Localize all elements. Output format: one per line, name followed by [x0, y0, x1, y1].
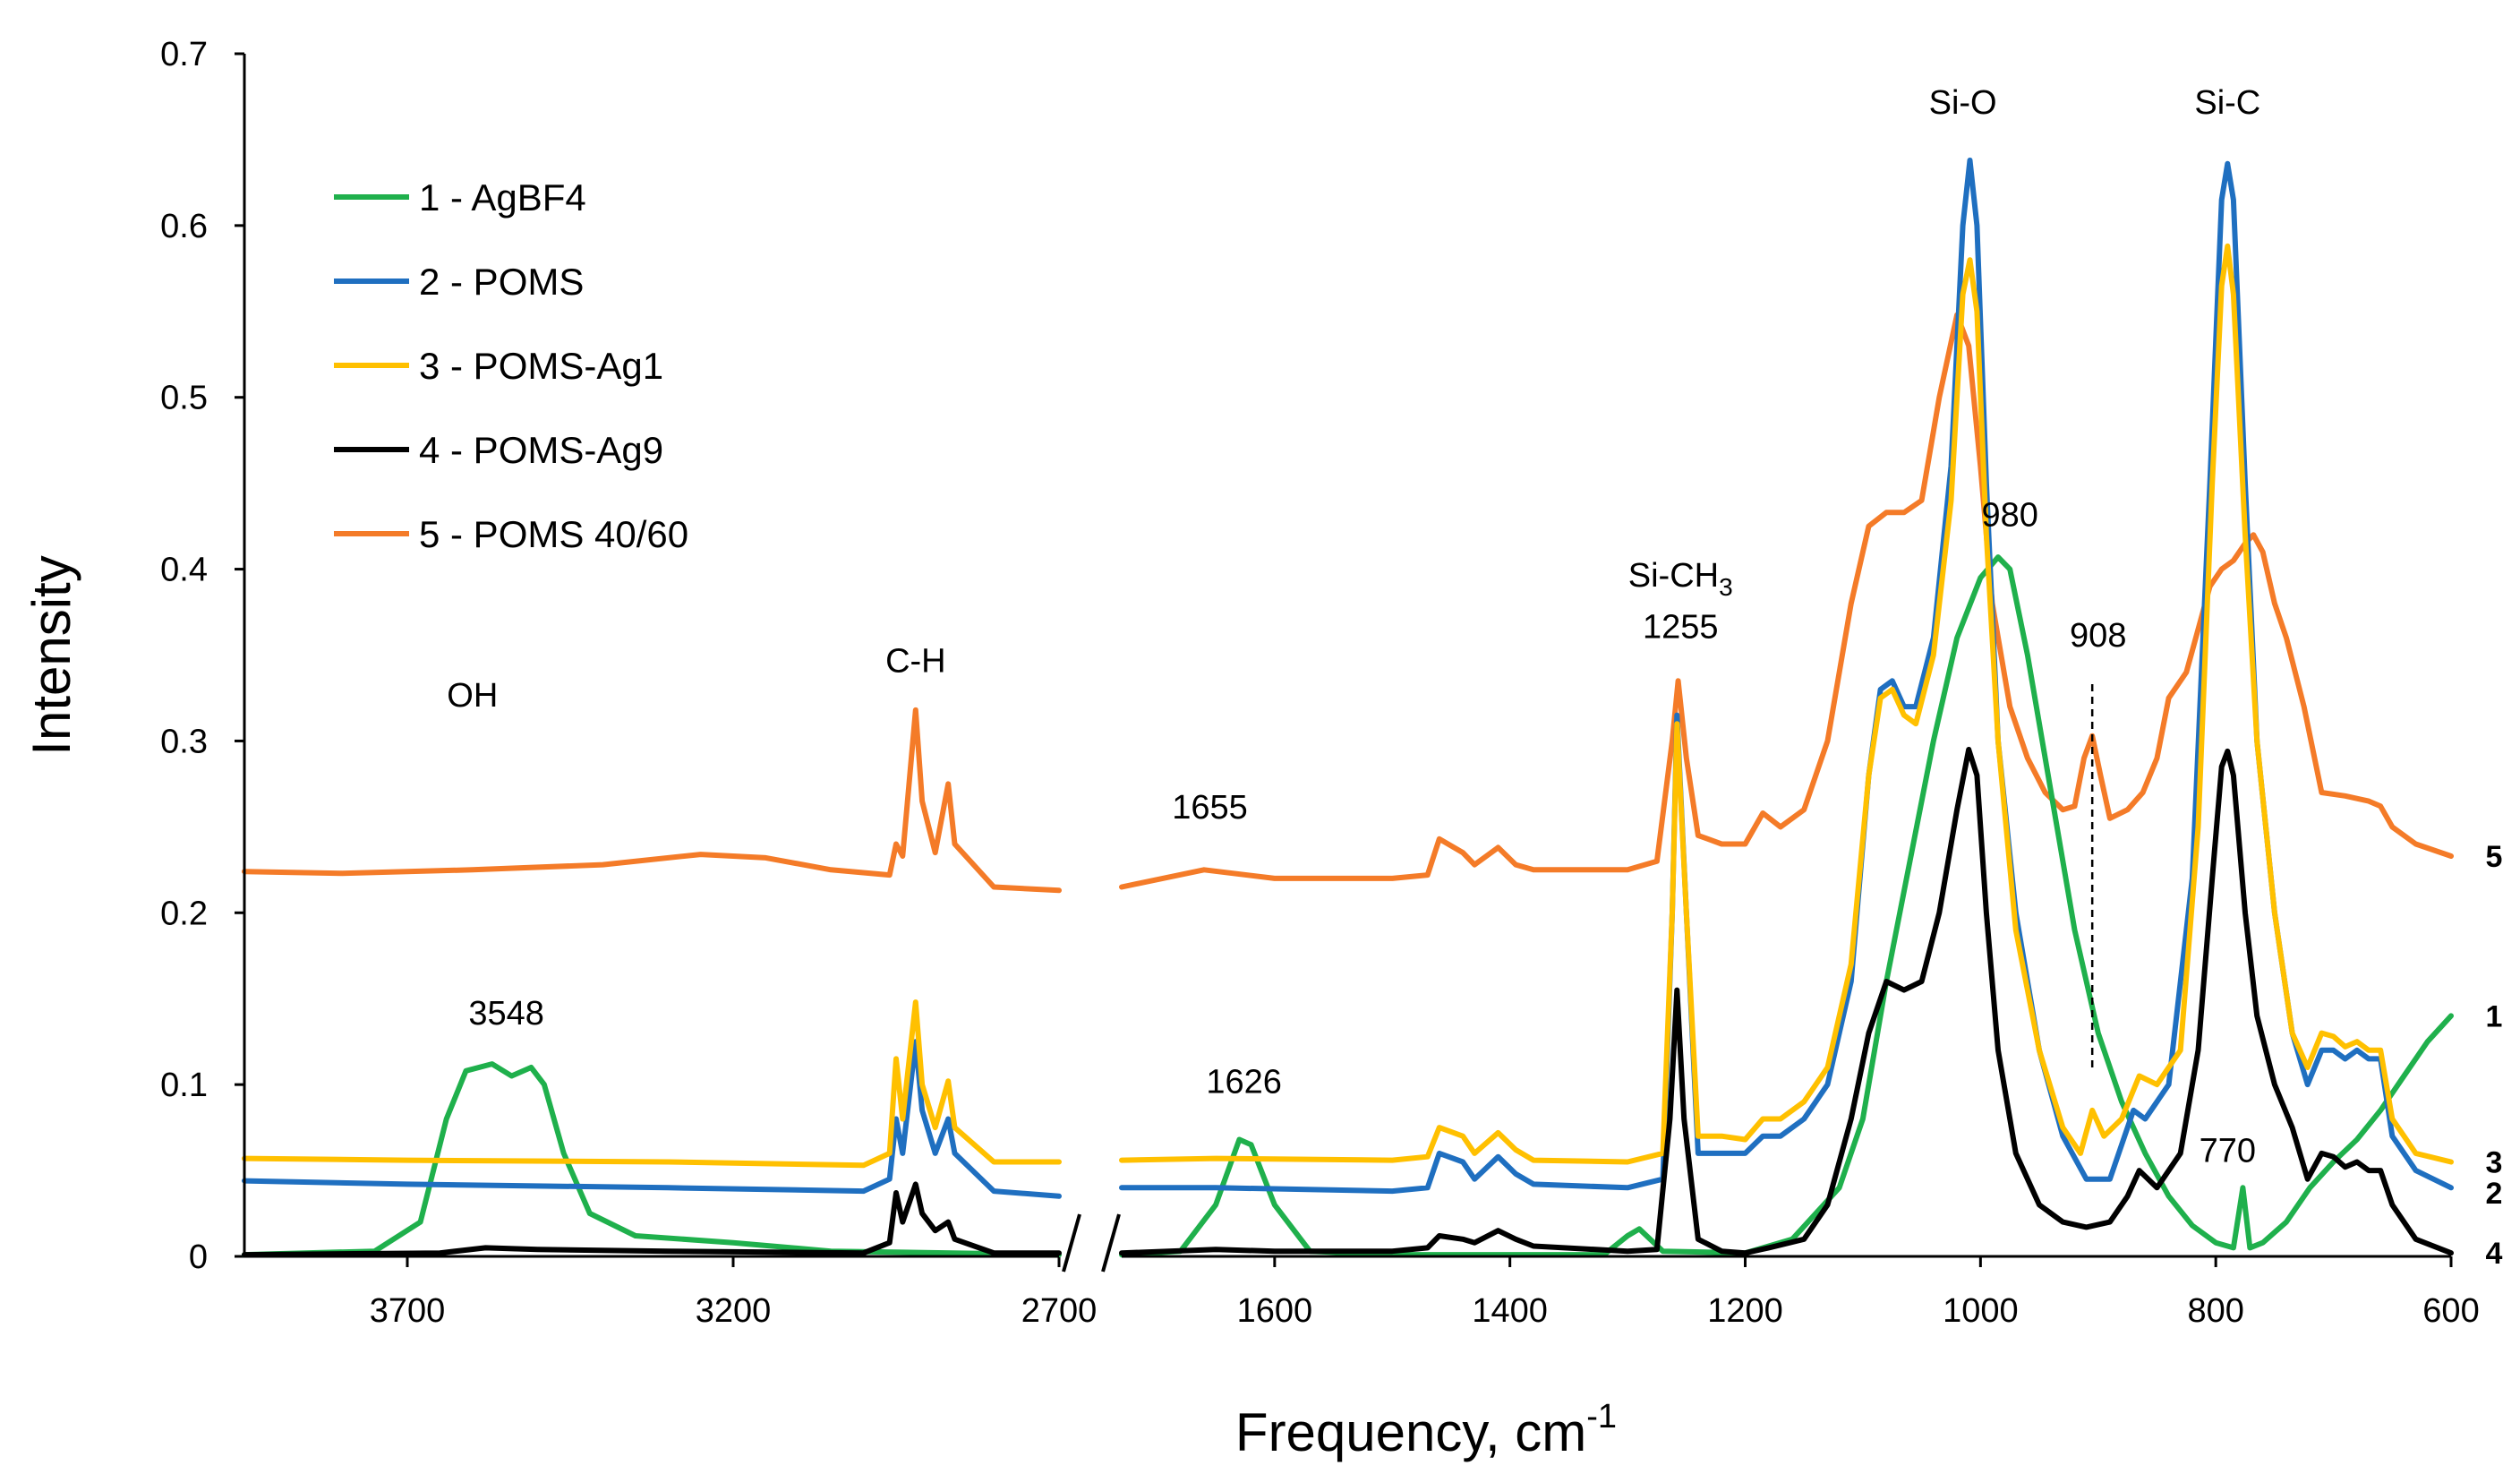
series-line-4 [242, 1181, 1062, 1258]
legend-label-4: 4 - POMS-Ag9 [419, 429, 663, 471]
series-end-label: 4 [2486, 1237, 2503, 1271]
tick-labels: 0 0.1 0.2 0.3 0.4 0.5 0.6 0.7 3700 3200 2700 1600 14… [160, 36, 2480, 1330]
x-tick-label: 2700 [1021, 1292, 1098, 1330]
x-tick-label: 3700 [370, 1292, 446, 1330]
y-tick-label: 0.3 [160, 723, 208, 760]
annotation-label: 1255 [1643, 608, 1719, 646]
y-tick-label: 0.1 [160, 1067, 208, 1104]
y-tick-label: 0.7 [160, 36, 208, 73]
annotations: Si-CH3 OH C-H 3548 1655 1626 1255 Si-O Si-C 980 9… [447, 84, 2260, 1170]
legend-label-1: 1 - AgBF4 [419, 176, 586, 219]
series-line-1 [1119, 554, 2454, 1258]
annotation-label: OH [447, 677, 498, 715]
y-tick-label: 0.5 [160, 380, 208, 417]
x-axis-title: Frequency, cm-1 [1235, 1398, 1617, 1462]
series-end-label: 5 [2486, 840, 2503, 874]
annotation-label: C-H [885, 643, 946, 681]
annotation-label: 1655 [1172, 789, 1248, 827]
series-end-labels: 5 1 32 4 [2486, 840, 2503, 1271]
x-tick-label: 1600 [1237, 1292, 1313, 1330]
legend: 1 - AgBF4 2 - POMS 3 - POMS-Ag1 4 - POMS-Ag… [334, 176, 688, 555]
series-line-2 [242, 1039, 1062, 1199]
series-end-label: 2 [2486, 1177, 2503, 1211]
y-tick-label: 0 [189, 1238, 208, 1276]
x-tick-label: 1200 [1707, 1292, 1783, 1330]
y-tick-marks [235, 52, 2453, 1267]
annotation-label: 908 [2070, 617, 2126, 655]
axis-break-mark-right [1101, 1213, 1121, 1273]
x-tick-label: 3200 [696, 1292, 772, 1330]
annotation-si-ch3: Si-CH3 [1628, 557, 1733, 601]
axis-break-mark-left [1062, 1213, 1081, 1273]
series-line-1 [242, 1061, 1062, 1258]
annotation-label: 3548 [468, 995, 544, 1033]
y-tick-label: 0.2 [160, 895, 208, 932]
series-line-4 [1119, 747, 2454, 1256]
annotation-label: Si-O [1929, 84, 1997, 122]
legend-label-3: 3 - POMS-Ag1 [419, 345, 663, 387]
x-tick-label: 800 [2187, 1292, 2243, 1330]
series-lines [242, 158, 2454, 1258]
series-end-label: 1 [2486, 999, 2503, 1033]
y-tick-label: 0.4 [160, 552, 208, 589]
annotation-label: 770 [2200, 1132, 2256, 1170]
series-line-5 [242, 707, 1062, 894]
x-tick-label: 600 [2422, 1292, 2479, 1330]
y-tick-label: 0.6 [160, 208, 208, 245]
x-tick-label: 1000 [1943, 1292, 2019, 1330]
annotation-label: Si-C [2194, 84, 2260, 122]
y-axis-title: Intensity [21, 555, 81, 755]
series-line-3 [242, 999, 1062, 1169]
series-line-3 [1119, 243, 2454, 1165]
annotation-label: 1626 [1206, 1064, 1282, 1101]
axes [243, 54, 2451, 1273]
x-tick-label: 1400 [1472, 1292, 1548, 1330]
annotation-label: 980 [1981, 497, 2037, 535]
legend-label-2: 2 - POMS [419, 261, 584, 303]
legend-label-5: 5 - POMS 40/60 [419, 513, 688, 555]
series-end-label: 3 [2486, 1145, 2503, 1179]
